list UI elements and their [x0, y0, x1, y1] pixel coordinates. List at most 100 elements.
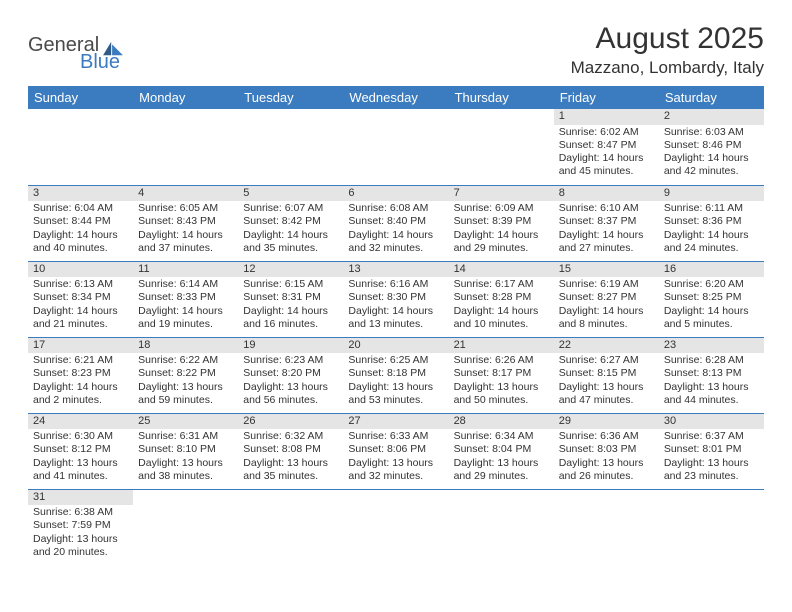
day-number: 16: [659, 262, 764, 278]
sunrise-line: Sunrise: 6:08 AM: [348, 202, 443, 215]
sunset-line: Sunset: 8:36 PM: [664, 215, 759, 228]
sunset-line: Sunset: 8:39 PM: [454, 215, 549, 228]
sunset-line: Sunset: 7:59 PM: [33, 519, 128, 532]
day-details: Sunrise: 6:36 AMSunset: 8:03 PMDaylight:…: [554, 429, 659, 485]
daylight-line: Daylight: 13 hours and 44 minutes.: [664, 381, 759, 407]
day-number: 22: [554, 338, 659, 354]
sunset-line: Sunset: 8:22 PM: [138, 367, 233, 380]
sunset-line: Sunset: 8:06 PM: [348, 443, 443, 456]
sunrise-line: Sunrise: 6:23 AM: [243, 354, 338, 367]
day-details: Sunrise: 6:37 AMSunset: 8:01 PMDaylight:…: [659, 429, 764, 485]
calendar-day-cell: 23Sunrise: 6:28 AMSunset: 8:13 PMDayligh…: [659, 337, 764, 413]
sunrise-line: Sunrise: 6:34 AM: [454, 430, 549, 443]
calendar-day-cell: 20Sunrise: 6:25 AMSunset: 8:18 PMDayligh…: [343, 337, 448, 413]
calendar-day-cell: [449, 109, 554, 185]
daylight-line: Daylight: 14 hours and 42 minutes.: [664, 152, 759, 178]
calendar-day-cell: 19Sunrise: 6:23 AMSunset: 8:20 PMDayligh…: [238, 337, 343, 413]
sunset-line: Sunset: 8:31 PM: [243, 291, 338, 304]
day-details: Sunrise: 6:27 AMSunset: 8:15 PMDaylight:…: [554, 353, 659, 409]
calendar-day-cell: 26Sunrise: 6:32 AMSunset: 8:08 PMDayligh…: [238, 413, 343, 489]
day-details: Sunrise: 6:11 AMSunset: 8:36 PMDaylight:…: [659, 201, 764, 257]
calendar-day-cell: 24Sunrise: 6:30 AMSunset: 8:12 PMDayligh…: [28, 413, 133, 489]
sunrise-line: Sunrise: 6:21 AM: [33, 354, 128, 367]
calendar-day-cell: [238, 109, 343, 185]
sunrise-line: Sunrise: 6:05 AM: [138, 202, 233, 215]
day-number: 13: [343, 262, 448, 278]
calendar-day-cell: [28, 109, 133, 185]
day-number: 31: [28, 490, 133, 506]
weekday-header: Wednesday: [343, 86, 448, 109]
sunset-line: Sunset: 8:18 PM: [348, 367, 443, 380]
calendar-table: Sunday Monday Tuesday Wednesday Thursday…: [28, 86, 764, 565]
day-number: 3: [28, 186, 133, 202]
day-details: Sunrise: 6:03 AMSunset: 8:46 PMDaylight:…: [659, 125, 764, 181]
sunrise-line: Sunrise: 6:36 AM: [559, 430, 654, 443]
sunset-line: Sunset: 8:01 PM: [664, 443, 759, 456]
location: Mazzano, Lombardy, Italy: [571, 58, 764, 78]
day-details: Sunrise: 6:33 AMSunset: 8:06 PMDaylight:…: [343, 429, 448, 485]
daylight-line: Daylight: 14 hours and 21 minutes.: [33, 305, 128, 331]
day-number: 15: [554, 262, 659, 278]
month-title: August 2025: [571, 22, 764, 56]
calendar-day-cell: 30Sunrise: 6:37 AMSunset: 8:01 PMDayligh…: [659, 413, 764, 489]
day-number: 1: [554, 109, 659, 125]
calendar-day-cell: [133, 489, 238, 565]
sunset-line: Sunset: 8:40 PM: [348, 215, 443, 228]
sunset-line: Sunset: 8:47 PM: [559, 139, 654, 152]
day-number: 29: [554, 414, 659, 430]
day-details: Sunrise: 6:14 AMSunset: 8:33 PMDaylight:…: [133, 277, 238, 333]
day-number: 28: [449, 414, 554, 430]
sunset-line: Sunset: 8:20 PM: [243, 367, 338, 380]
calendar-day-cell: 11Sunrise: 6:14 AMSunset: 8:33 PMDayligh…: [133, 261, 238, 337]
calendar-day-cell: 6Sunrise: 6:08 AMSunset: 8:40 PMDaylight…: [343, 185, 448, 261]
calendar-page: General Blue August 2025 Mazzano, Lombar…: [0, 0, 792, 565]
calendar-day-cell: 18Sunrise: 6:22 AMSunset: 8:22 PMDayligh…: [133, 337, 238, 413]
day-number: 11: [133, 262, 238, 278]
calendar-day-cell: 28Sunrise: 6:34 AMSunset: 8:04 PMDayligh…: [449, 413, 554, 489]
daylight-line: Daylight: 14 hours and 24 minutes.: [664, 229, 759, 255]
day-number: 18: [133, 338, 238, 354]
calendar-day-cell: 2Sunrise: 6:03 AMSunset: 8:46 PMDaylight…: [659, 109, 764, 185]
sunrise-line: Sunrise: 6:16 AM: [348, 278, 443, 291]
sunrise-line: Sunrise: 6:33 AM: [348, 430, 443, 443]
calendar-week-row: 1Sunrise: 6:02 AMSunset: 8:47 PMDaylight…: [28, 109, 764, 185]
sunset-line: Sunset: 8:27 PM: [559, 291, 654, 304]
weekday-header: Tuesday: [238, 86, 343, 109]
calendar-day-cell: 22Sunrise: 6:27 AMSunset: 8:15 PMDayligh…: [554, 337, 659, 413]
calendar-day-cell: 12Sunrise: 6:15 AMSunset: 8:31 PMDayligh…: [238, 261, 343, 337]
sunrise-line: Sunrise: 6:25 AM: [348, 354, 443, 367]
day-number: 12: [238, 262, 343, 278]
day-number: 7: [449, 186, 554, 202]
sunset-line: Sunset: 8:44 PM: [33, 215, 128, 228]
day-number: 2: [659, 109, 764, 125]
calendar-day-cell: 4Sunrise: 6:05 AMSunset: 8:43 PMDaylight…: [133, 185, 238, 261]
calendar-day-cell: 27Sunrise: 6:33 AMSunset: 8:06 PMDayligh…: [343, 413, 448, 489]
day-details: Sunrise: 6:09 AMSunset: 8:39 PMDaylight:…: [449, 201, 554, 257]
day-number: 10: [28, 262, 133, 278]
sunset-line: Sunset: 8:03 PM: [559, 443, 654, 456]
daylight-line: Daylight: 14 hours and 32 minutes.: [348, 229, 443, 255]
daylight-line: Daylight: 14 hours and 19 minutes.: [138, 305, 233, 331]
calendar-day-cell: 16Sunrise: 6:20 AMSunset: 8:25 PMDayligh…: [659, 261, 764, 337]
daylight-line: Daylight: 14 hours and 27 minutes.: [559, 229, 654, 255]
day-number: 21: [449, 338, 554, 354]
calendar-week-row: 24Sunrise: 6:30 AMSunset: 8:12 PMDayligh…: [28, 413, 764, 489]
sunrise-line: Sunrise: 6:22 AM: [138, 354, 233, 367]
daylight-line: Daylight: 13 hours and 26 minutes.: [559, 457, 654, 483]
sunrise-line: Sunrise: 6:37 AM: [664, 430, 759, 443]
sunset-line: Sunset: 8:04 PM: [454, 443, 549, 456]
sunrise-line: Sunrise: 6:32 AM: [243, 430, 338, 443]
sunrise-line: Sunrise: 6:28 AM: [664, 354, 759, 367]
daylight-line: Daylight: 14 hours and 2 minutes.: [33, 381, 128, 407]
day-number: 30: [659, 414, 764, 430]
daylight-line: Daylight: 14 hours and 40 minutes.: [33, 229, 128, 255]
weekday-header: Thursday: [449, 86, 554, 109]
calendar-day-cell: 25Sunrise: 6:31 AMSunset: 8:10 PMDayligh…: [133, 413, 238, 489]
day-details: Sunrise: 6:15 AMSunset: 8:31 PMDaylight:…: [238, 277, 343, 333]
daylight-line: Daylight: 14 hours and 13 minutes.: [348, 305, 443, 331]
daylight-line: Daylight: 14 hours and 45 minutes.: [559, 152, 654, 178]
day-details: Sunrise: 6:38 AMSunset: 7:59 PMDaylight:…: [28, 505, 133, 561]
sunset-line: Sunset: 8:34 PM: [33, 291, 128, 304]
calendar-day-cell: 5Sunrise: 6:07 AMSunset: 8:42 PMDaylight…: [238, 185, 343, 261]
calendar-day-cell: 7Sunrise: 6:09 AMSunset: 8:39 PMDaylight…: [449, 185, 554, 261]
